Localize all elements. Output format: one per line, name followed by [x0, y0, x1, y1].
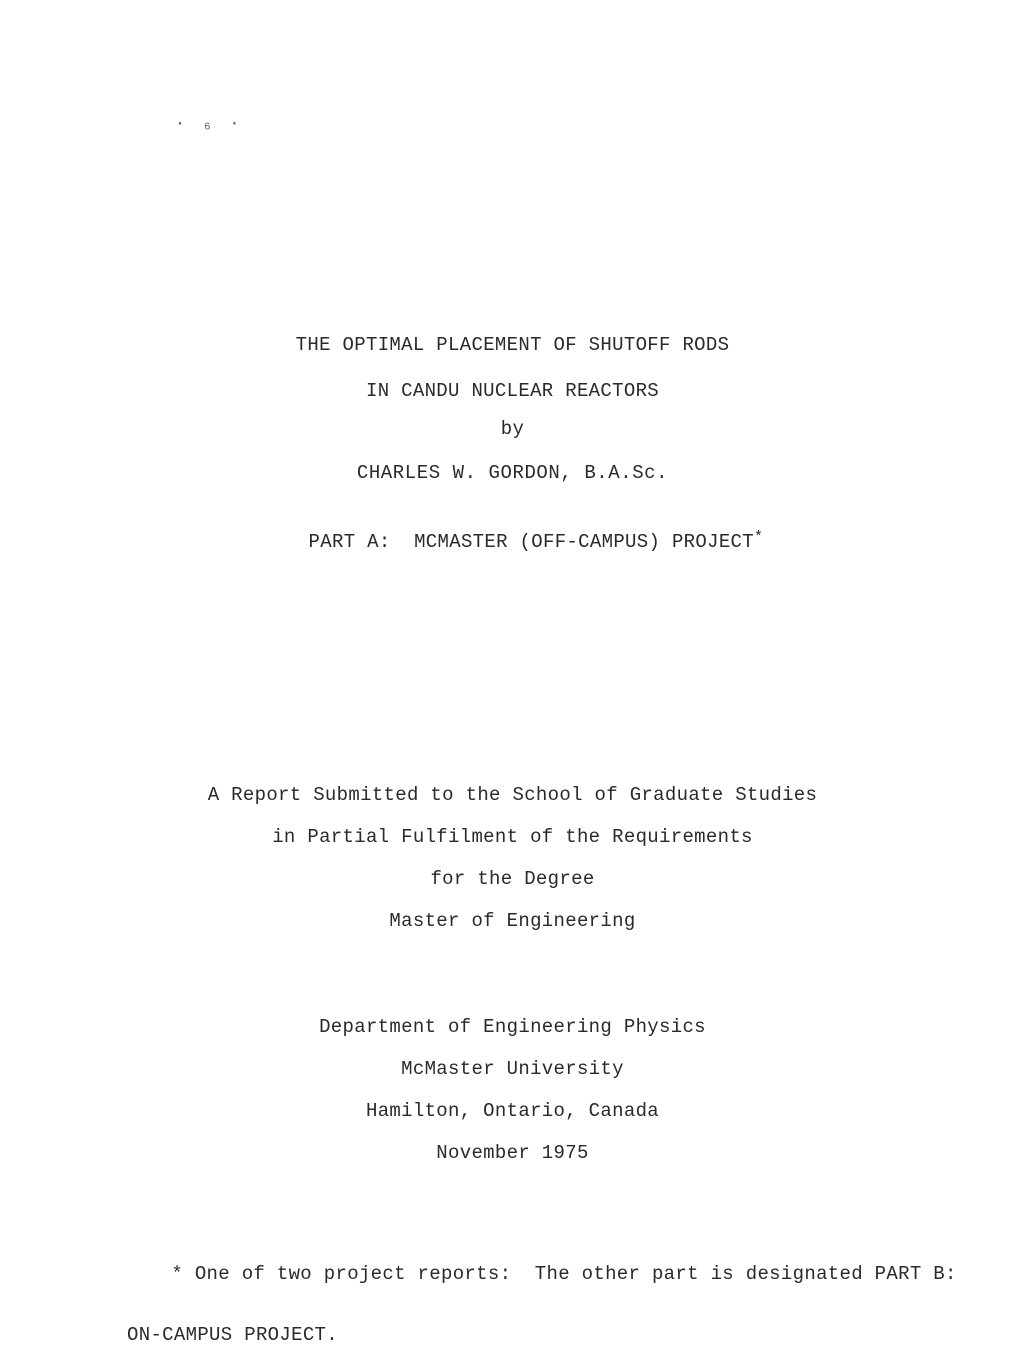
footnote-line-1: One of two project reports: The other pa…: [195, 1263, 957, 1285]
author-line: CHARLES W. GORDON, B.A.Sc.: [95, 462, 930, 484]
dept-line-3: Hamilton, Ontario, Canada: [95, 1091, 930, 1133]
department-block: Department of Engineering Physics McMast…: [95, 1007, 930, 1174]
submit-line-4: Master of Engineering: [95, 901, 930, 943]
part-body: MCMASTER (OFF-CAMPUS) PROJECT: [414, 531, 754, 553]
title-block: THE OPTIMAL PLACEMENT OF SHUTOFF RODS IN…: [95, 323, 930, 414]
dept-line-4: November 1975: [95, 1133, 930, 1175]
footnote-line-2: ON-CAMPUS PROJECT.: [101, 1320, 930, 1350]
footnote-marker-icon: *: [754, 529, 763, 546]
byline: by: [95, 418, 930, 440]
stray-mark: · ₆ ·: [175, 115, 243, 134]
part-line: PART A: MCMASTER (OFF-CAMPUS) PROJECT*: [95, 509, 930, 575]
title-line-1: THE OPTIMAL PLACEMENT OF SHUTOFF RODS: [95, 323, 930, 369]
footnote-marker: *: [171, 1263, 183, 1285]
document-page: · ₆ · THE OPTIMAL PLACEMENT OF SHUTOFF R…: [0, 0, 1020, 1366]
part-prefix: PART A:: [309, 531, 391, 553]
submit-line-3: for the Degree: [95, 859, 930, 901]
submit-line-2: in Partial Fulfilment of the Requirement…: [95, 817, 930, 859]
submission-block: A Report Submitted to the School of Grad…: [95, 775, 930, 942]
dept-line-2: McMaster University: [95, 1049, 930, 1091]
dept-line-1: Department of Engineering Physics: [95, 1007, 930, 1049]
submit-line-1: A Report Submitted to the School of Grad…: [95, 775, 930, 817]
footnote-block: * One of two project reports: The other …: [95, 1229, 930, 1351]
title-line-2: IN CANDU NUCLEAR REACTORS: [95, 369, 930, 415]
